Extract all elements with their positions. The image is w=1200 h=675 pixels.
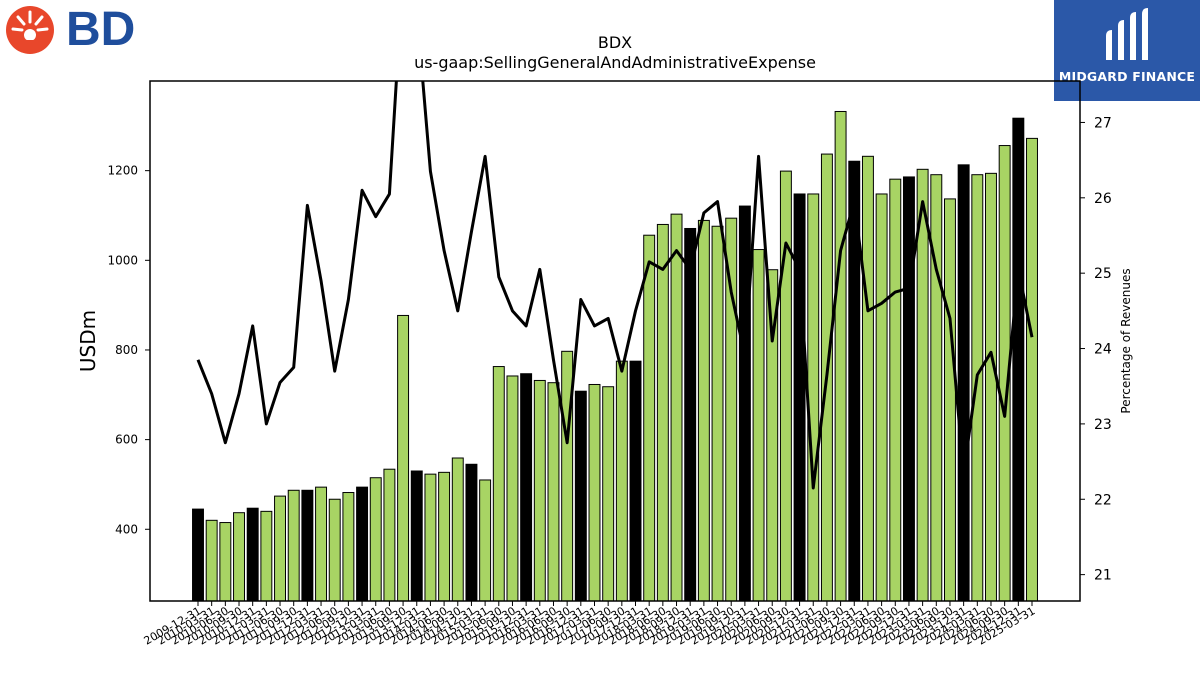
bar-2024-12-31 [1012, 117, 1025, 602]
y-tick-label: 1200 [107, 164, 138, 178]
bar-2013-06-30 [383, 468, 396, 602]
bar-2022-06-30 [875, 193, 888, 602]
bar-2011-06-30 [274, 495, 286, 602]
bar-2025-03-31 [1026, 137, 1038, 602]
bar-2020-09-30 [779, 170, 792, 602]
x-axis: 2009-12-312010-03-312010-06-302010-09-30… [142, 601, 1038, 648]
bar-2019-03-31 [697, 219, 710, 602]
bar-2012-06-30 [328, 498, 341, 602]
y-axis-label: USDm [76, 310, 100, 372]
publisher-logo-text: MIDGARD FINANCE [1058, 69, 1196, 84]
bar-2020-12-31 [793, 193, 806, 602]
y-tick-label: 600 [115, 433, 138, 447]
y2-tick-label: 24 [1094, 342, 1112, 358]
bar-2019-06-30 [711, 225, 724, 602]
bar-2010-03-31 [205, 519, 218, 602]
bar-2022-09-30 [889, 178, 902, 602]
bar-2017-06-30 [602, 386, 615, 602]
bar-2015-03-31 [479, 479, 492, 602]
bar-2015-12-31 [520, 373, 533, 602]
y2-tick-label: 26 [1094, 191, 1112, 207]
bar-2010-12-31 [246, 507, 259, 602]
y-tick-label: 400 [115, 522, 138, 536]
plot-frame [149, 80, 1081, 602]
bar-2014-03-31 [424, 473, 437, 602]
percentage-of-revenues-line [196, 81, 1034, 490]
bar-2024-06-30 [985, 172, 997, 602]
y2-tick-label: 27 [1094, 115, 1112, 131]
bar-2023-09-30 [944, 198, 956, 602]
bar-2019-12-31 [738, 205, 751, 602]
bar-2011-09-30 [287, 489, 300, 602]
bar-2011-12-31 [301, 489, 314, 602]
chart-subtitle: us-gaap:SellingGeneralAndAdministrativeE… [414, 53, 816, 72]
line-layer [196, 81, 1034, 490]
y2-tick-label: 21 [1094, 568, 1112, 584]
bar-2012-09-30 [342, 492, 355, 602]
bar-2018-12-31 [684, 227, 697, 602]
bar-2024-03-31 [971, 174, 984, 602]
bar-2016-03-31 [533, 379, 546, 602]
bars-layer [192, 110, 1038, 602]
bar-2009-12-31 [192, 508, 204, 602]
publisher-logo: MIDGARD FINANCE [1054, 0, 1200, 101]
y2-tick-label: 25 [1094, 266, 1112, 282]
bar-2017-03-31 [588, 383, 601, 602]
company-logo-text: BD [66, 3, 136, 56]
bar-2017-09-30 [615, 360, 628, 602]
bar-2020-03-31 [752, 249, 765, 602]
bar-2013-09-30 [397, 314, 410, 602]
bar-2014-06-30 [438, 471, 451, 602]
bar-2014-09-30 [451, 457, 464, 602]
bar-2021-09-30 [834, 110, 847, 602]
bar-2023-06-30 [930, 174, 943, 602]
bar-2010-06-30 [219, 522, 232, 602]
bar-2011-03-31 [260, 510, 273, 602]
bar-2015-09-30 [506, 375, 519, 602]
bar-2017-12-31 [629, 360, 642, 602]
bar-2022-03-31 [861, 155, 874, 602]
bar-2015-06-30 [492, 366, 505, 602]
bar-2018-06-30 [656, 223, 669, 602]
bar-2010-09-30 [233, 512, 245, 602]
midgard-emblem-icon [1106, 8, 1148, 60]
chart-title: BDX [598, 33, 632, 52]
bar-2018-03-31 [643, 234, 656, 602]
company-logo: BD [4, 3, 139, 56]
y-tick-label: 1000 [107, 253, 138, 267]
bar-2021-03-31 [807, 193, 820, 602]
bar-2012-03-31 [315, 486, 328, 602]
y-tick-label: 800 [115, 343, 138, 357]
bar-2012-12-31 [356, 486, 369, 602]
bar-2016-06-30 [547, 382, 560, 602]
bar-2023-12-31 [957, 164, 970, 602]
y2-tick-label: 23 [1094, 417, 1112, 433]
bd-starburst-icon [6, 6, 54, 54]
bar-2016-12-31 [574, 390, 587, 602]
bar-2014-12-31 [465, 463, 478, 602]
bar-2013-12-31 [410, 470, 423, 602]
y2-axis-label: Percentage of Revenues [1119, 268, 1133, 413]
y-axis-left: 400 600 800 1000 1200 [107, 164, 150, 536]
bar-2018-09-30 [670, 213, 683, 602]
bar-2013-03-31 [369, 477, 382, 602]
bar-2022-12-31 [902, 176, 915, 602]
y2-tick-label: 22 [1094, 492, 1112, 508]
y-axis-right: 21 22 23 24 25 26 27 [1080, 115, 1112, 584]
